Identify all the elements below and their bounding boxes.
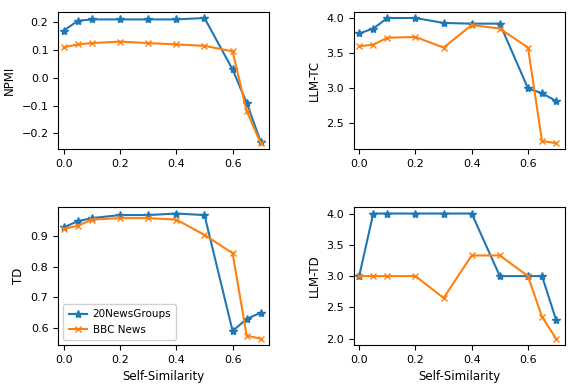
20NewsGroups	[88, 17, 95, 22]
Y-axis label: NPMI: NPMI	[3, 66, 16, 95]
BBC News	[243, 333, 250, 338]
20NewsGroups	[61, 28, 68, 33]
BBC News	[229, 251, 236, 256]
Legend: 20NewsGroups, BBC News: 20NewsGroups, BBC News	[63, 304, 176, 340]
BBC News	[61, 45, 68, 49]
BBC News	[116, 216, 123, 220]
BBC News	[243, 109, 250, 114]
BBC News	[74, 42, 81, 47]
20NewsGroups	[88, 216, 95, 220]
20NewsGroups	[201, 213, 208, 218]
BBC News	[173, 42, 180, 47]
20NewsGroups	[243, 316, 250, 321]
20NewsGroups	[243, 100, 250, 105]
BBC News	[145, 216, 152, 220]
20NewsGroups	[116, 213, 123, 218]
BBC News	[173, 217, 180, 222]
20NewsGroups	[257, 310, 264, 315]
Y-axis label: LLM-TC: LLM-TC	[307, 60, 321, 101]
Y-axis label: LLM-TD: LLM-TD	[307, 255, 321, 298]
Line: BBC News: BBC News	[61, 215, 264, 342]
Line: 20NewsGroups: 20NewsGroups	[60, 209, 265, 335]
20NewsGroups	[173, 211, 180, 216]
20NewsGroups	[257, 140, 264, 144]
20NewsGroups	[145, 213, 152, 218]
BBC News	[61, 227, 68, 231]
20NewsGroups	[173, 17, 180, 22]
20NewsGroups	[201, 16, 208, 20]
Line: 20NewsGroups: 20NewsGroups	[60, 14, 265, 146]
BBC News	[116, 39, 123, 44]
20NewsGroups	[74, 18, 81, 23]
BBC News	[145, 41, 152, 45]
BBC News	[201, 44, 208, 48]
20NewsGroups	[116, 17, 123, 22]
BBC News	[88, 217, 95, 222]
BBC News	[201, 232, 208, 237]
20NewsGroups	[229, 329, 236, 334]
20NewsGroups	[145, 17, 152, 22]
BBC News	[257, 336, 264, 341]
20NewsGroups	[61, 225, 68, 230]
X-axis label: Self-Similarity: Self-Similarity	[418, 370, 500, 383]
Y-axis label: TD: TD	[12, 268, 25, 284]
X-axis label: Self-Similarity: Self-Similarity	[123, 370, 205, 383]
20NewsGroups	[74, 219, 81, 223]
BBC News	[229, 49, 236, 54]
BBC News	[88, 41, 95, 45]
BBC News	[74, 223, 81, 228]
Line: BBC News: BBC News	[61, 38, 264, 147]
BBC News	[257, 141, 264, 145]
20NewsGroups	[229, 67, 236, 72]
